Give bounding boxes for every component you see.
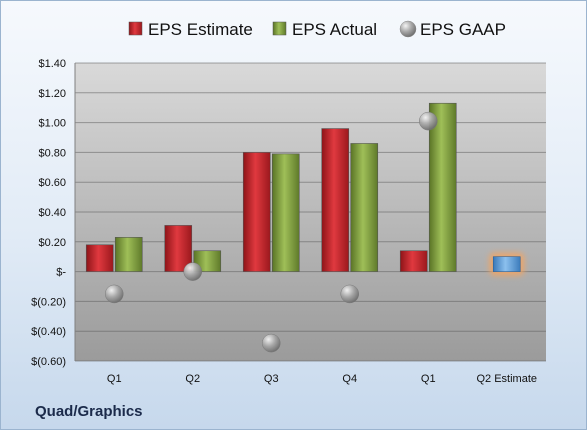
eps-estimate-bar [399, 250, 428, 272]
y-tick-label: $1.40 [38, 58, 66, 70]
x-tick-label: Q4 [342, 373, 357, 385]
legend-label: EPS GAAP [420, 20, 506, 39]
legend-swatch-gaap [399, 20, 417, 38]
y-tick-label: $0.40 [38, 207, 66, 219]
y-tick-label: $0.80 [38, 147, 66, 159]
eps-gaap-point [105, 284, 124, 304]
eps-gaap-point [419, 111, 438, 131]
y-tick-label: $(0.40) [31, 326, 66, 338]
y-tick-label: $0.20 [38, 237, 66, 249]
eps-estimate-bar [321, 128, 350, 272]
x-tick-label: Q2 Estimate [476, 373, 537, 385]
eps-gaap-point [340, 284, 359, 304]
eps-gaap-point [183, 262, 202, 281]
eps-actual-bar [271, 153, 300, 272]
y-tick-label: $- [56, 267, 66, 279]
eps-projection-bar [492, 256, 521, 272]
y-tick-label: $(0.20) [31, 296, 66, 308]
x-tick-label: Q1 [107, 373, 122, 385]
y-tick-label: $(0.60) [31, 356, 66, 368]
eps-estimate-bar [242, 152, 271, 272]
y-tick-label: $1.00 [38, 118, 66, 130]
eps-actual-bar [350, 143, 379, 272]
company-name: Quad/Graphics [35, 403, 143, 420]
legend-swatch-actual [272, 21, 287, 36]
x-tick-label: Q3 [264, 373, 279, 385]
legend-label: EPS Actual [292, 20, 377, 39]
legend-swatch-estimate [128, 21, 143, 36]
eps-actual-bar [114, 237, 143, 272]
eps-gaap-point [262, 333, 281, 353]
x-tick-label: Q1 [421, 373, 436, 385]
eps-estimate-bar [85, 244, 114, 272]
eps-actual-bar [428, 102, 457, 272]
x-tick-label: Q2 [185, 373, 200, 385]
y-tick-label: $1.20 [38, 88, 66, 100]
legend-label: EPS Estimate [148, 20, 253, 39]
eps-estimate-bar [164, 225, 193, 272]
eps-actual-bar [193, 250, 222, 272]
y-tick-label: $0.60 [38, 177, 66, 189]
